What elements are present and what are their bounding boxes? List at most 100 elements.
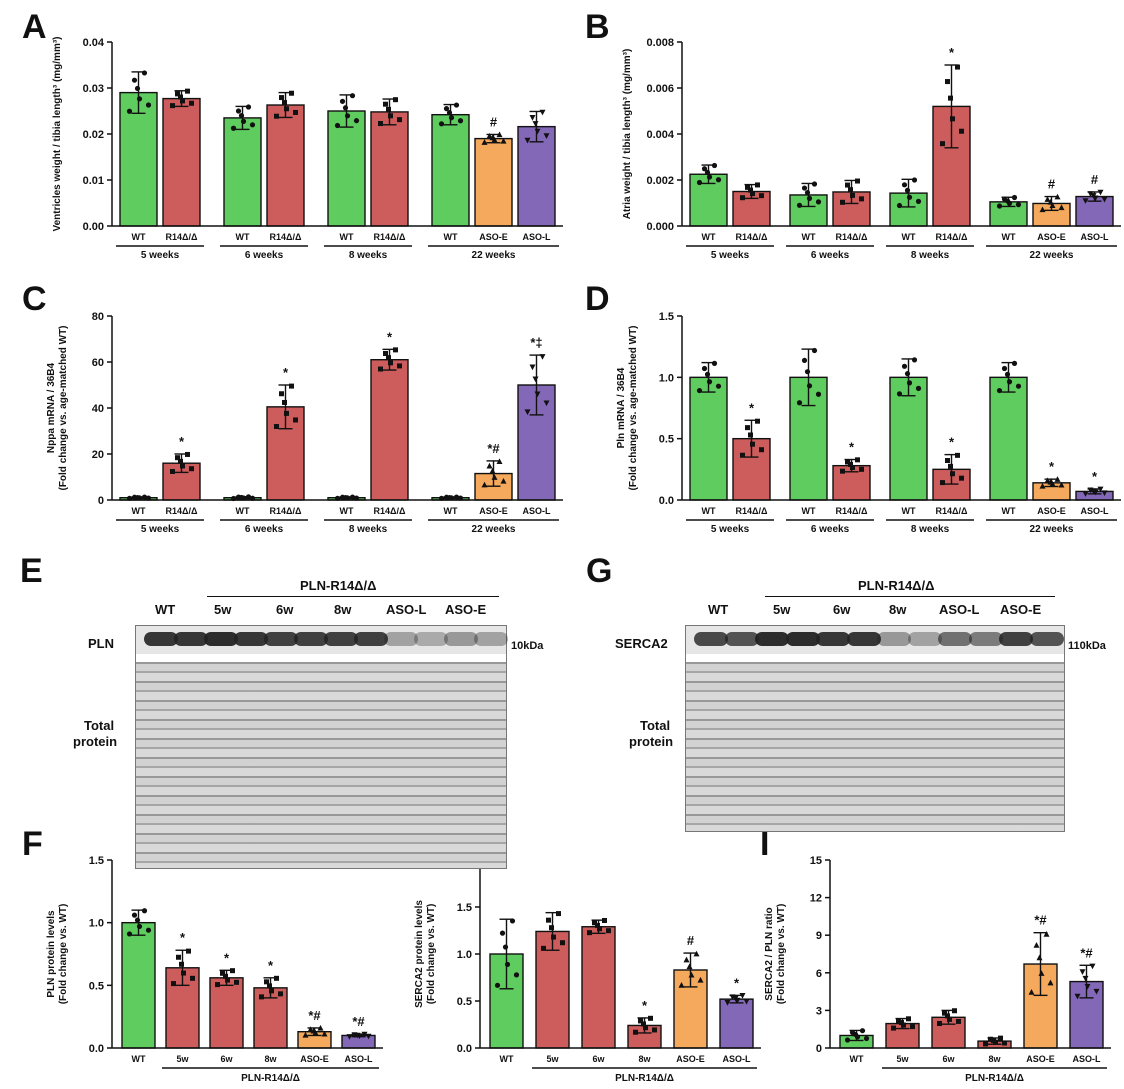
blot-e-total-2: protein: [73, 734, 118, 749]
x-tick-label: WT: [132, 1054, 146, 1064]
bar-r14: [162, 97, 201, 227]
data-point: [815, 391, 822, 397]
group-label: 5 weeks: [711, 524, 750, 535]
blot-band: [785, 632, 820, 646]
data-point: [500, 477, 507, 484]
y-tick-label: 80: [92, 311, 104, 323]
blot-g-group-line: [765, 596, 1055, 597]
blot-band: [474, 632, 508, 646]
x-tick-label: WT: [340, 232, 354, 242]
x-tick-label: ASO-E: [676, 1054, 705, 1064]
x-tick-label: 8w: [988, 1054, 1001, 1064]
x-tick-label: 8w: [264, 1054, 277, 1064]
y-tick-label: 0.004: [646, 129, 674, 141]
blot-e-band-label: PLN: [88, 636, 114, 651]
y-axis-label-2: (Fold change vs. WT): [58, 904, 69, 1005]
blot-g-lane-asoe: ASO-E: [1000, 602, 1042, 617]
x-tick-label: ASO-E: [1037, 232, 1066, 242]
data-point: [1090, 488, 1097, 495]
data-point: [945, 79, 950, 85]
blot-g-band-label: SERCA2: [615, 636, 668, 651]
data-point: [904, 187, 911, 193]
data-point: [595, 922, 600, 928]
data-point: [1001, 365, 1008, 372]
bar-r14: [370, 359, 409, 501]
blot-band: [846, 632, 881, 646]
data-point: [641, 1021, 646, 1027]
data-point: [683, 956, 690, 963]
data-point: [1011, 194, 1018, 201]
data-point: [1006, 379, 1013, 385]
blot-image-e: [135, 625, 508, 869]
data-point: [940, 480, 945, 486]
data-point: [991, 1037, 996, 1043]
blot-g-total-1: Total: [640, 718, 671, 733]
data-point: [711, 162, 718, 169]
data-point: [543, 400, 550, 407]
bar-wt: [889, 376, 928, 501]
data-point: [524, 137, 531, 144]
data-point: [996, 203, 1003, 209]
data-point: [899, 1020, 904, 1026]
y-tick-label: 1.5: [659, 311, 674, 323]
data-point: [998, 1035, 1003, 1041]
data-point: [543, 133, 550, 139]
data-point: [643, 1025, 648, 1031]
data-point: [238, 494, 245, 501]
x-tick-label: WT: [444, 232, 458, 242]
blot-band: [755, 632, 789, 646]
data-point: [1033, 942, 1040, 948]
data-point: [863, 1035, 870, 1042]
data-point: [230, 125, 237, 131]
blot-e-lane-wt: WT: [155, 602, 176, 617]
data-point: [361, 1031, 368, 1038]
bar-wt: [431, 113, 470, 227]
data-point: [489, 467, 496, 474]
bar-asol: [719, 998, 754, 1049]
data-point: [176, 954, 181, 960]
data-point: [386, 355, 391, 361]
panel-letter-e: E: [20, 552, 43, 590]
y-tick-label: 0.000: [646, 221, 674, 233]
x-tick-label: R14Δ/Δ: [836, 506, 868, 516]
significance-mark: *#: [352, 1014, 365, 1029]
significance-mark: *: [179, 434, 185, 449]
blot-band: [724, 632, 759, 646]
data-point: [126, 108, 133, 114]
x-tick-label: WT: [902, 506, 916, 516]
significance-mark: #: [687, 933, 695, 948]
data-point: [274, 113, 279, 119]
y-axis-label: SERCA2 / PLN ratio: [764, 907, 775, 1000]
y-tick-label: 3: [816, 1005, 822, 1017]
blot-g-lane-8w: 8w: [889, 602, 907, 617]
blot-image-g: [685, 625, 1065, 832]
data-point: [1097, 189, 1104, 196]
data-point: [1049, 202, 1056, 209]
data-point: [1074, 993, 1081, 1000]
data-point: [755, 182, 760, 188]
significance-mark: *: [1049, 459, 1055, 474]
data-point: [180, 98, 185, 104]
data-point: [446, 494, 453, 501]
bar-r14: [370, 111, 409, 227]
bar-wt: [327, 110, 366, 227]
data-point: [732, 995, 739, 1002]
data-point: [136, 96, 143, 102]
y-tick-label: 0.002: [646, 175, 674, 187]
data-point: [1054, 193, 1061, 200]
bar-r14: [266, 104, 305, 227]
data-point: [494, 982, 501, 988]
data-point: [850, 464, 855, 470]
data-point: [171, 981, 176, 987]
data-point: [796, 400, 803, 406]
blot-e-lane-asol: ASO-L: [386, 602, 427, 617]
data-point: [901, 1022, 906, 1028]
data-point: [804, 369, 811, 375]
x-tick-label: R14Δ/Δ: [836, 232, 868, 242]
data-point: [855, 457, 860, 463]
data-point: [259, 994, 264, 1000]
y-tick-label: 1.5: [89, 855, 104, 867]
data-point: [1047, 478, 1054, 485]
data-point: [942, 1010, 947, 1016]
data-point: [901, 363, 908, 369]
